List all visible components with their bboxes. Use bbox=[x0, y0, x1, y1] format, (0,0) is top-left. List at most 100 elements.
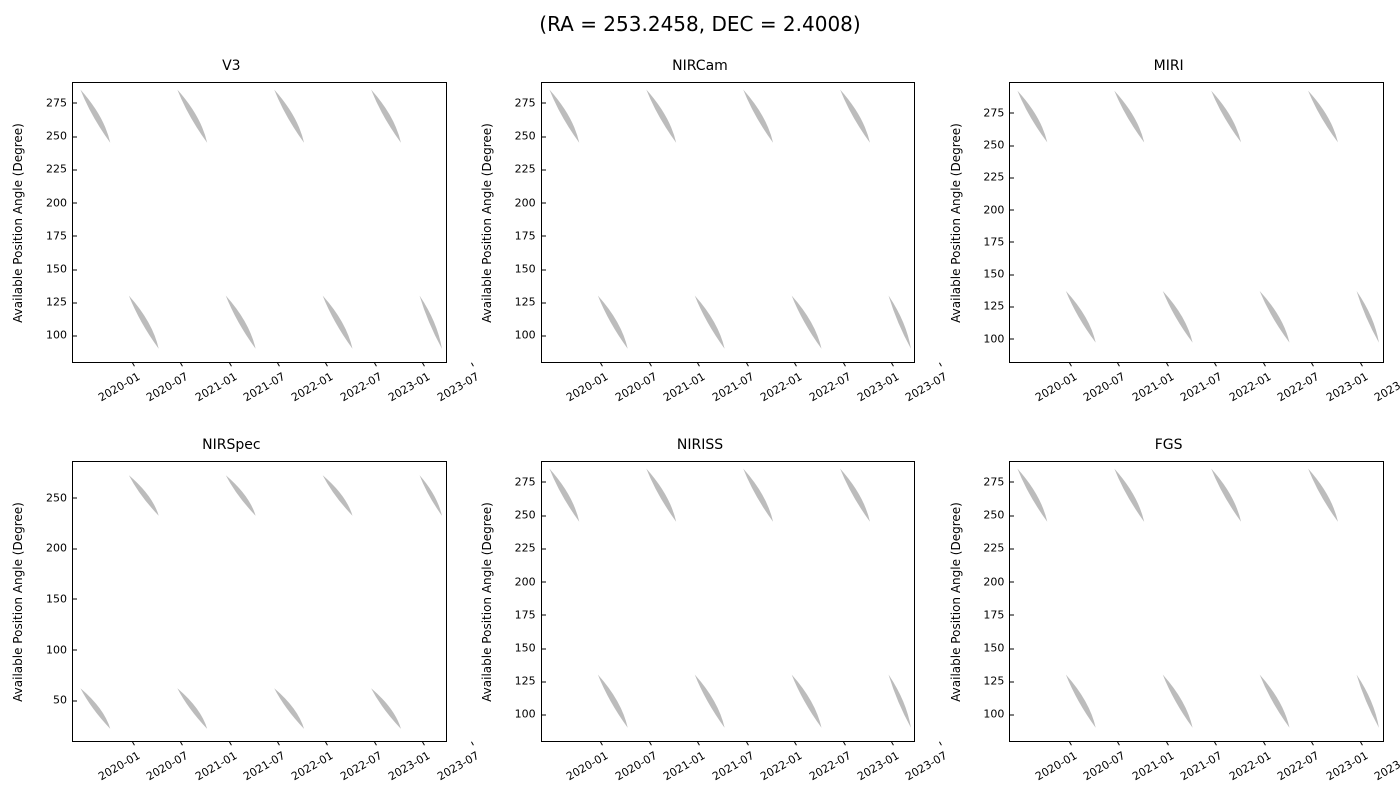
x-tick: 2022-07 bbox=[338, 749, 384, 783]
x-tick: 2021-07 bbox=[710, 370, 756, 404]
panel-fgs: FGSAvailable Position Angle (Degree)1001… bbox=[947, 441, 1390, 790]
y-axis-label: Available Position Angle (Degree) bbox=[479, 82, 495, 363]
y-tick: 150 bbox=[983, 642, 1010, 655]
x-tick: 2022-07 bbox=[1275, 749, 1321, 783]
panel-title: NIRCam bbox=[479, 58, 922, 74]
y-tick: 275 bbox=[46, 96, 73, 109]
y-axis-label: Available Position Angle (Degree) bbox=[479, 461, 495, 742]
y-tick: 200 bbox=[515, 196, 542, 209]
y-tick: 225 bbox=[983, 542, 1010, 555]
y-axis-label-text: Available Position Angle (Degree) bbox=[480, 502, 494, 702]
y-tick: 225 bbox=[983, 171, 1010, 184]
y-tick: 150 bbox=[46, 592, 73, 605]
x-tick: 2022-01 bbox=[758, 749, 804, 783]
y-tick: 225 bbox=[515, 542, 542, 555]
y-tick: 125 bbox=[515, 296, 542, 309]
x-tick: 2021-01 bbox=[661, 370, 707, 404]
y-tick: 175 bbox=[515, 229, 542, 242]
x-tick: 2020-01 bbox=[1033, 370, 1079, 404]
x-tick: 2020-07 bbox=[1082, 370, 1128, 404]
y-axis-label: Available Position Angle (Degree) bbox=[947, 82, 963, 363]
panel-title: FGS bbox=[947, 437, 1390, 453]
x-tick: 2023-07 bbox=[435, 749, 481, 783]
x-tick: 2021-07 bbox=[241, 370, 287, 404]
axes: 1001251501752002252502752020-012020-0720… bbox=[1009, 82, 1384, 363]
y-axis-label: Available Position Angle (Degree) bbox=[947, 461, 963, 742]
y-tick: 125 bbox=[983, 300, 1010, 313]
x-tick: 2023-01 bbox=[855, 370, 901, 404]
y-tick: 125 bbox=[983, 675, 1010, 688]
y-tick: 150 bbox=[46, 263, 73, 276]
x-tick: 2021-07 bbox=[1178, 749, 1224, 783]
x-tick: 2023-01 bbox=[1324, 749, 1370, 783]
x-tick: 2023-01 bbox=[1324, 370, 1370, 404]
y-tick: 100 bbox=[46, 329, 73, 342]
x-tick: 2023-07 bbox=[904, 370, 950, 404]
y-axis-label: Available Position Angle (Degree) bbox=[10, 82, 26, 363]
y-tick: 200 bbox=[515, 575, 542, 588]
y-tick: 200 bbox=[46, 196, 73, 209]
y-tick: 250 bbox=[983, 139, 1010, 152]
x-tick: 2022-07 bbox=[338, 370, 384, 404]
y-tick: 200 bbox=[983, 203, 1010, 216]
y-tick: 250 bbox=[46, 491, 73, 504]
x-tick: 2022-07 bbox=[1275, 370, 1321, 404]
x-tick: 2022-01 bbox=[758, 370, 804, 404]
x-tick: 2020-07 bbox=[144, 370, 190, 404]
panel-niriss: NIRISSAvailable Position Angle (Degree)1… bbox=[479, 441, 922, 790]
x-tick: 2022-01 bbox=[290, 370, 336, 404]
data-series bbox=[73, 462, 446, 741]
x-tick: 2020-01 bbox=[564, 370, 610, 404]
x-tick: 2020-07 bbox=[613, 370, 659, 404]
x-tick: 2020-01 bbox=[96, 370, 142, 404]
panel-title: V3 bbox=[10, 58, 453, 74]
panel-title: NIRISS bbox=[479, 437, 922, 453]
y-tick: 125 bbox=[46, 296, 73, 309]
figure-suptitle: (RA = 253.2458, DEC = 2.4008) bbox=[0, 12, 1400, 36]
y-tick: 100 bbox=[515, 329, 542, 342]
y-tick: 200 bbox=[983, 575, 1010, 588]
panel-title: MIRI bbox=[947, 58, 1390, 74]
data-series bbox=[542, 462, 915, 741]
y-tick: 250 bbox=[983, 509, 1010, 522]
y-tick: 100 bbox=[983, 708, 1010, 721]
y-tick: 225 bbox=[46, 163, 73, 176]
y-tick: 150 bbox=[515, 263, 542, 276]
x-tick: 2021-07 bbox=[241, 749, 287, 783]
y-tick: 225 bbox=[515, 163, 542, 176]
subplot-grid: V3Available Position Angle (Degree)10012… bbox=[10, 62, 1390, 790]
x-tick: 2023-07 bbox=[1372, 749, 1400, 783]
x-tick: 2023-01 bbox=[386, 370, 432, 404]
x-tick: 2023-07 bbox=[904, 749, 950, 783]
y-tick: 175 bbox=[983, 608, 1010, 621]
axes: 1001251501752002252502752020-012020-0720… bbox=[541, 82, 916, 363]
x-tick: 2020-01 bbox=[1033, 749, 1079, 783]
x-tick: 2021-01 bbox=[1130, 370, 1176, 404]
data-series bbox=[1010, 462, 1383, 741]
data-series bbox=[1010, 83, 1383, 362]
y-tick: 150 bbox=[983, 268, 1010, 281]
x-tick: 2022-01 bbox=[1227, 370, 1273, 404]
x-tick: 2023-07 bbox=[435, 370, 481, 404]
panel-v3: V3Available Position Angle (Degree)10012… bbox=[10, 62, 453, 411]
x-tick: 2020-01 bbox=[96, 749, 142, 783]
y-axis-label-text: Available Position Angle (Degree) bbox=[11, 123, 25, 323]
x-tick: 2023-01 bbox=[855, 749, 901, 783]
panel-nircam: NIRCamAvailable Position Angle (Degree)1… bbox=[479, 62, 922, 411]
y-tick: 100 bbox=[46, 643, 73, 656]
y-tick: 275 bbox=[983, 106, 1010, 119]
panel-miri: MIRIAvailable Position Angle (Degree)100… bbox=[947, 62, 1390, 411]
y-axis-label-text: Available Position Angle (Degree) bbox=[948, 123, 962, 323]
y-tick: 100 bbox=[515, 708, 542, 721]
x-tick: 2020-07 bbox=[144, 749, 190, 783]
y-tick: 200 bbox=[46, 542, 73, 555]
x-tick: 2022-07 bbox=[807, 749, 853, 783]
y-axis-label-text: Available Position Angle (Degree) bbox=[11, 502, 25, 702]
axes: 1001251501752002252502752020-012020-0720… bbox=[541, 461, 916, 742]
axes: 1001251501752002252502752020-012020-0720… bbox=[1009, 461, 1384, 742]
data-series bbox=[73, 83, 446, 362]
x-tick: 2022-07 bbox=[807, 370, 853, 404]
y-tick: 250 bbox=[46, 130, 73, 143]
y-tick: 275 bbox=[983, 475, 1010, 488]
panel-title: NIRSpec bbox=[10, 437, 453, 453]
